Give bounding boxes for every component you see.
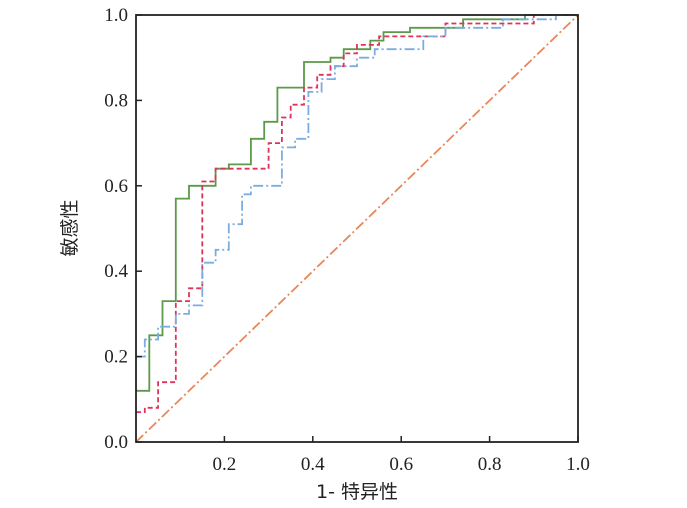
y-tick-label: 1.0 <box>104 5 128 26</box>
series-line-3 <box>136 14 578 358</box>
y-tick-label: 0.2 <box>104 347 128 368</box>
series-layer <box>135 14 579 443</box>
ticks-layer: 0.2 0.4 0.6 0.8 1.0 0.0 0.2 0.4 0.6 0.8 1.0 <box>104 5 590 475</box>
x-tick-label: 1.0 <box>566 454 590 475</box>
y-axis-label: 敏感性 <box>59 199 81 256</box>
y-tick-label: 0.4 <box>104 261 128 282</box>
plot-frame <box>135 14 579 443</box>
series-line-4 <box>135 14 579 443</box>
x-tick-label: 0.8 <box>478 454 502 475</box>
x-axis-label: 1- 特异性 <box>316 481 398 503</box>
x-tick-label: 0.2 <box>213 454 237 475</box>
x-tick-label: 0.4 <box>301 454 325 475</box>
y-tick-label: 0.0 <box>104 432 128 453</box>
y-tick-label: 0.8 <box>104 90 128 111</box>
series-line-2 <box>136 14 578 414</box>
x-tick-label: 0.6 <box>389 454 413 475</box>
y-tick-label: 0.6 <box>104 176 128 197</box>
series-line-1 <box>136 14 578 392</box>
